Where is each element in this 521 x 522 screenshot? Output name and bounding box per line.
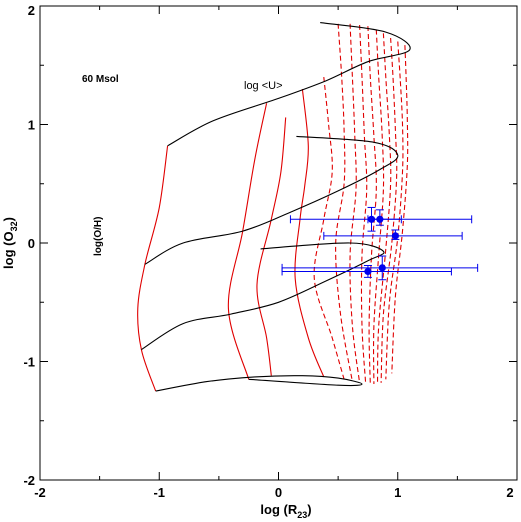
ionization-track-3 <box>256 117 287 376</box>
observation-marker <box>364 267 372 276</box>
ionization-track-4 <box>294 88 325 378</box>
metallicity-track-1 <box>167 22 411 147</box>
x-tick-label: -2 <box>34 485 46 500</box>
observation-5 <box>281 255 479 281</box>
ionization-track-6 <box>335 23 353 382</box>
y-axis-label-close: ) <box>1 217 16 221</box>
axis-tick-labels: -2 -1 0 1 2 -2 -1 0 1 2 <box>23 3 513 500</box>
annotation-model: 60 Msol <box>82 74 119 85</box>
observation-marker <box>391 232 399 240</box>
annotation-ionization: log <U> <box>244 80 283 92</box>
x-tick-label: -1 <box>153 485 165 500</box>
observation-4 <box>281 265 452 278</box>
y-tick-label: -1 <box>23 355 35 370</box>
x-axis-label-close: ) <box>307 502 311 517</box>
y-tick-label: 1 <box>28 118 35 133</box>
observation-3 <box>323 229 463 240</box>
ionization-track-7 <box>349 23 361 383</box>
observations <box>281 206 479 281</box>
y-tick-label: 2 <box>28 3 35 18</box>
ionization-track-2 <box>227 103 268 380</box>
observation-2 <box>367 209 473 226</box>
ionization-track-12 <box>380 37 398 383</box>
x-tick-label: 1 <box>394 485 401 500</box>
y-tick-label: -2 <box>23 473 35 488</box>
ionization-track-9 <box>367 26 377 385</box>
metallicity-track-3 <box>141 242 385 351</box>
x-axis-label-main: log (R <box>260 502 297 517</box>
ionization-track-13 <box>385 41 404 380</box>
y-axis-label-sub: 32 <box>9 221 19 231</box>
y-tick-label: 0 <box>28 236 35 251</box>
y-axis-label: log (O32) <box>1 217 19 269</box>
annotation-metallicity: log(O/H) <box>93 217 104 256</box>
ionization-track-1 <box>137 145 169 392</box>
model-tracks <box>137 22 411 392</box>
observation-marker <box>376 215 384 223</box>
axis-ticks <box>39 5 518 481</box>
x-axis-label: log (R23) <box>260 502 311 520</box>
x-tick-label: 0 <box>275 485 282 500</box>
ionization-track-8 <box>359 24 368 383</box>
ionization-track-14 <box>391 45 409 374</box>
x-tick-label: 2 <box>506 485 513 500</box>
x-axis-label-sub: 23 <box>297 510 307 520</box>
y-axis-label-main: log (O <box>1 231 16 269</box>
metallicity-track-2 <box>144 135 399 265</box>
ionization-track-10 <box>372 29 385 385</box>
observation-marker <box>378 264 386 272</box>
ionization-track-11 <box>376 33 392 385</box>
ionization-track-5 <box>313 77 345 380</box>
metallicity-track-4 <box>155 375 363 392</box>
